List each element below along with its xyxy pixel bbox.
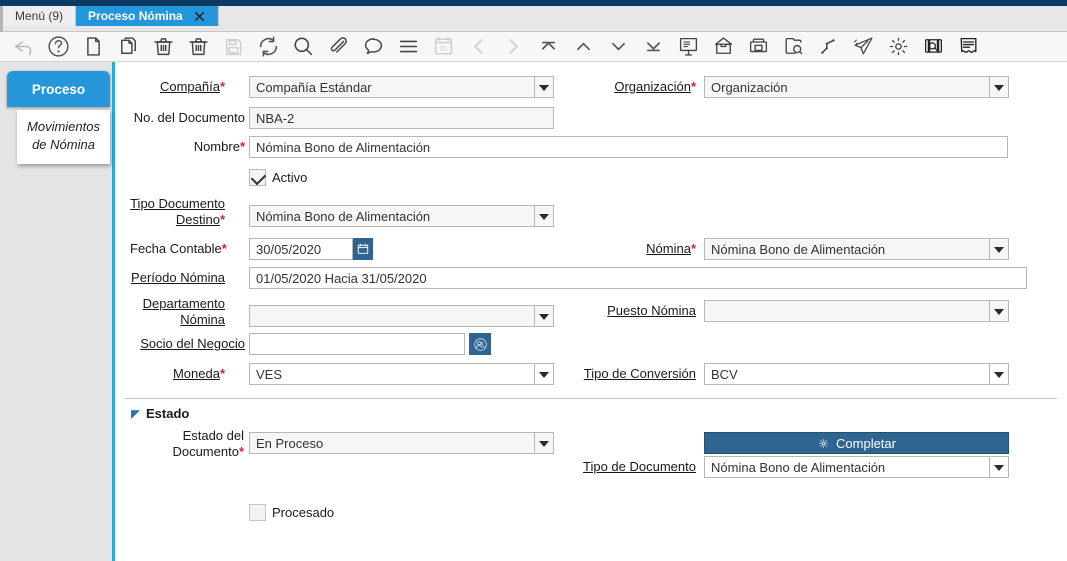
svg-text:31: 31 xyxy=(440,45,448,52)
